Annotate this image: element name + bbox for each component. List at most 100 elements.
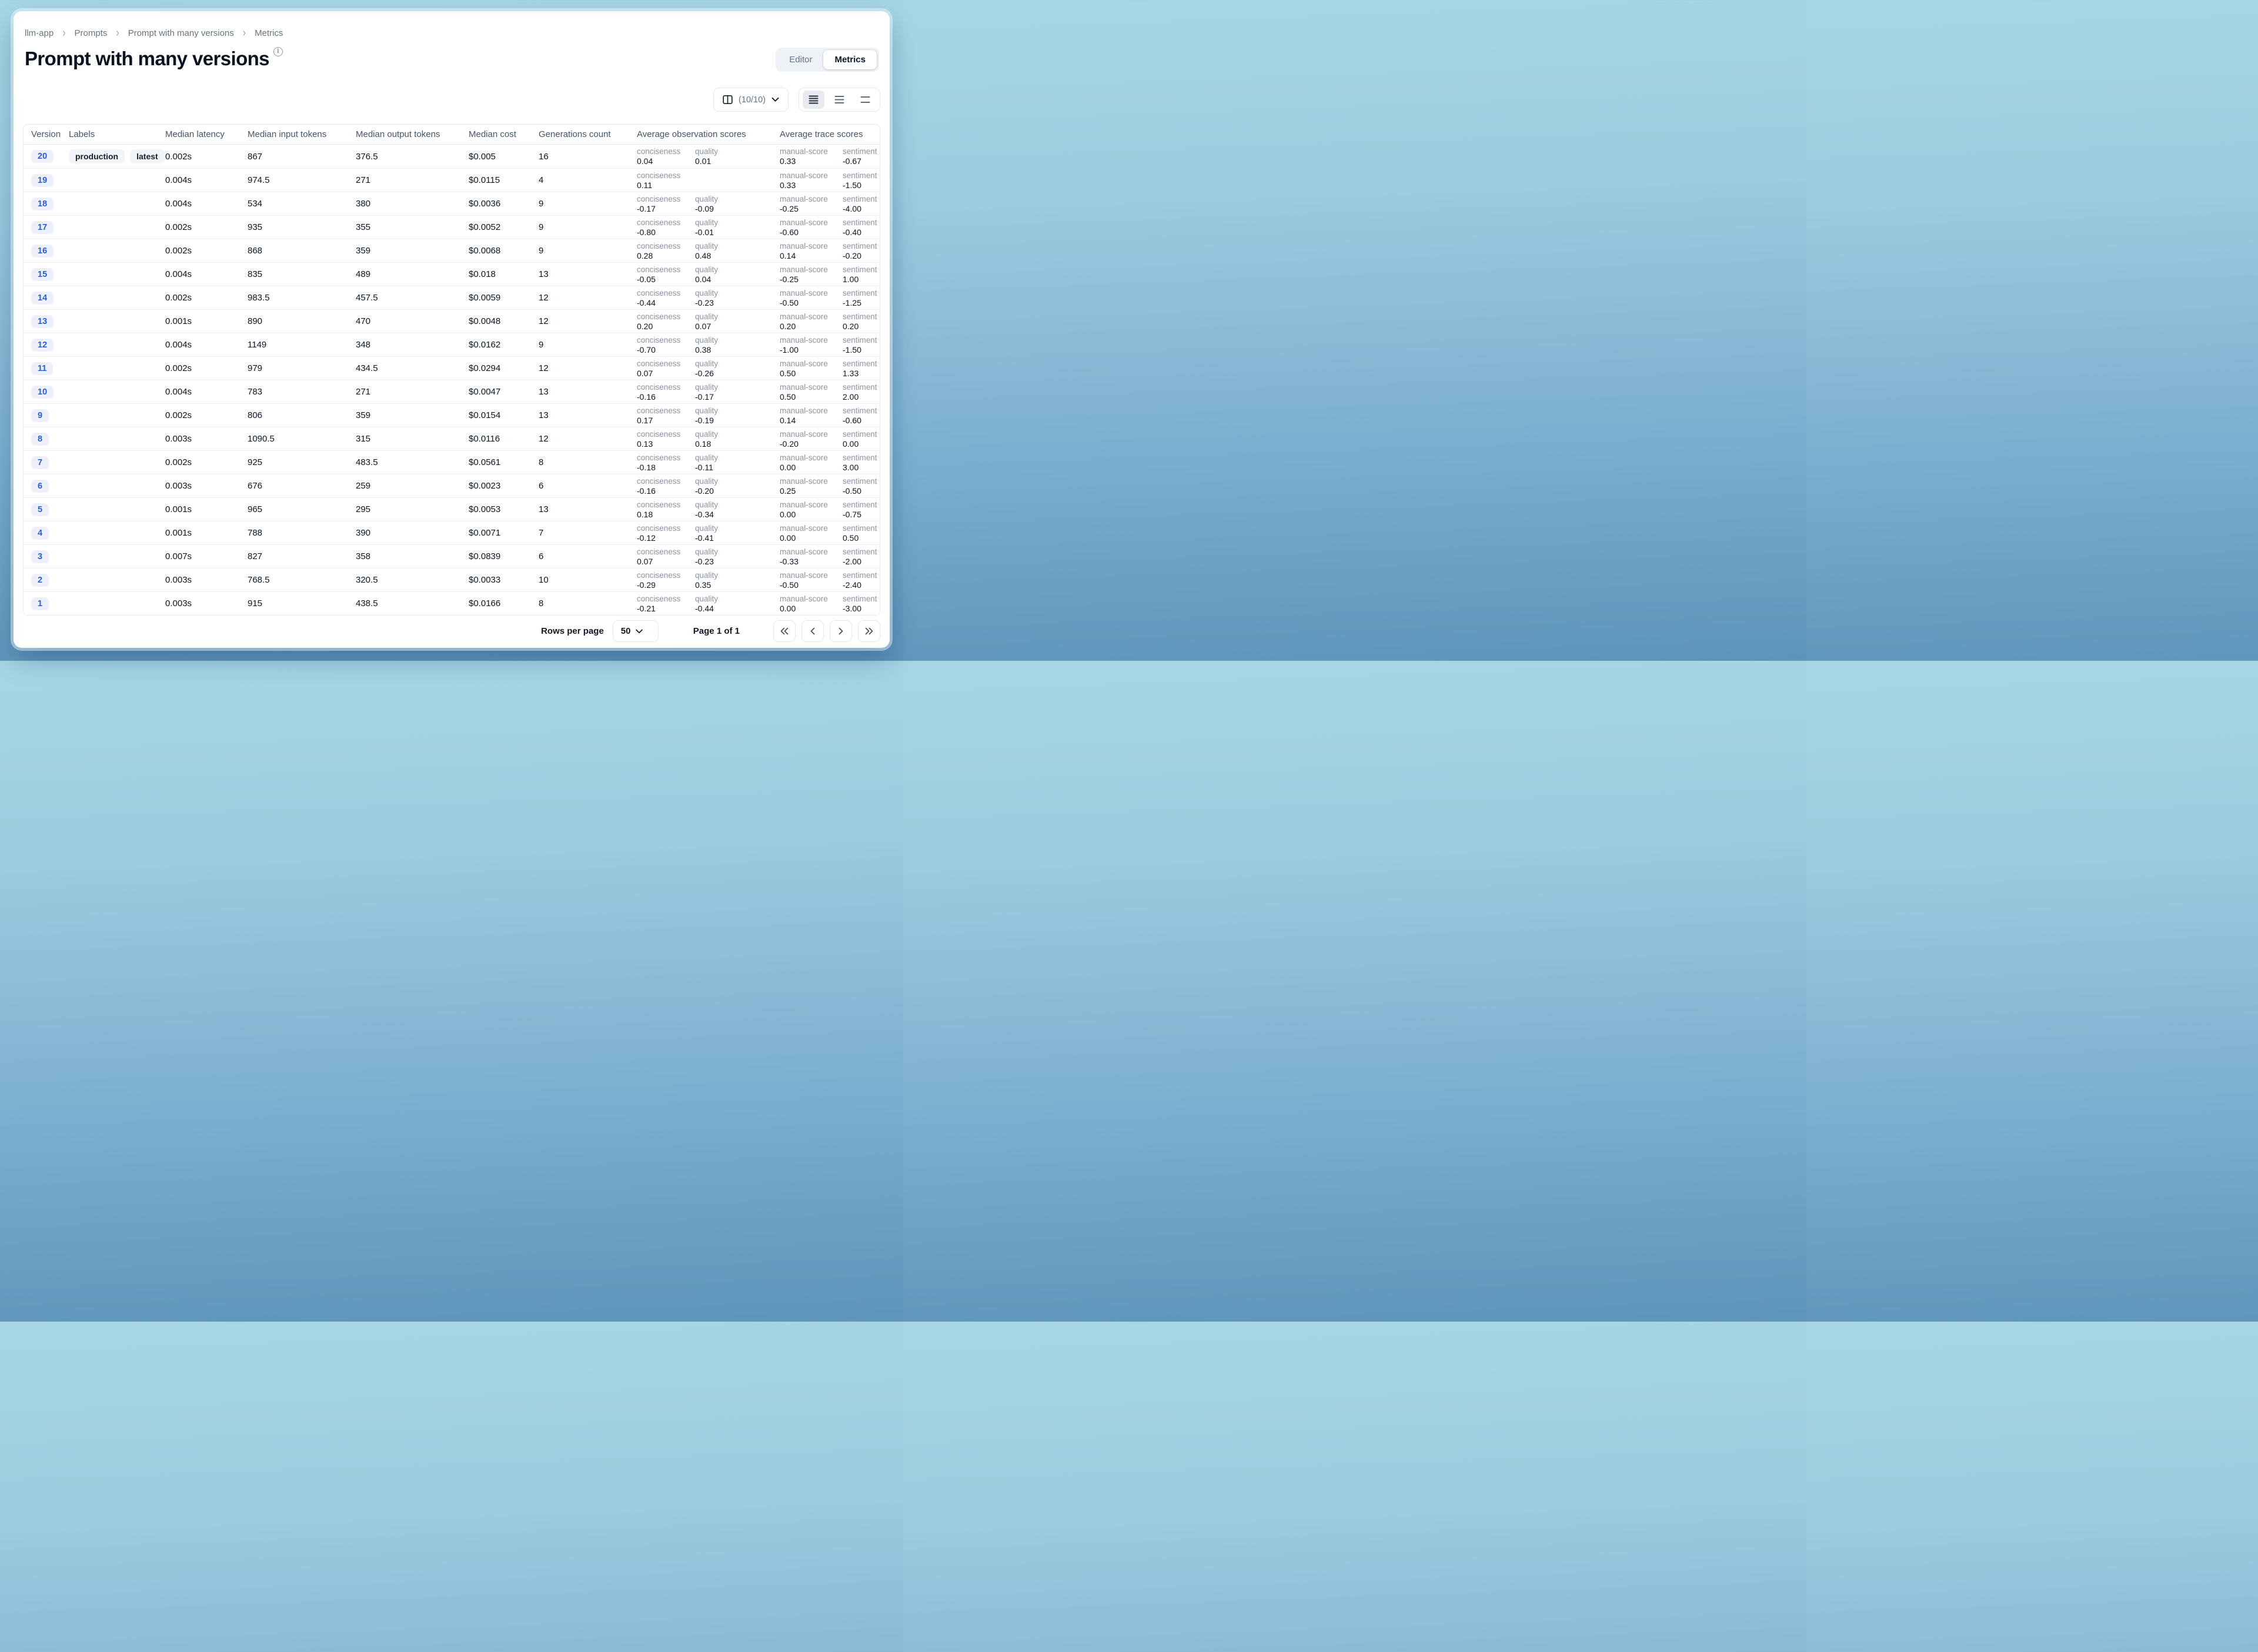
median-input-tokens-cell: 788: [248, 528, 263, 538]
version-badge[interactable]: 19: [31, 173, 54, 187]
column-header-version[interactable]: Version: [31, 129, 61, 139]
row-height-medium-button[interactable]: [829, 91, 850, 109]
median-latency-cell: 0.002s: [165, 293, 192, 303]
table-row[interactable]: 14 0.002s 983.5 457.5 $0.0059 12 concise…: [24, 286, 880, 309]
trace-scores-cell: manual-score -1.00 sentiment -1.50: [780, 333, 880, 356]
table-row[interactable]: 4 0.001s 788 390 $0.0071 7 conciseness -…: [24, 521, 880, 544]
sentiment-score: sentiment 1.33: [843, 359, 877, 378]
table-row[interactable]: 19 0.004s 974.5 271 $0.0115 4 concisenes…: [24, 168, 880, 192]
first-page-button[interactable]: [773, 620, 796, 642]
version-badge[interactable]: 3: [31, 550, 49, 563]
median-input-tokens-cell: 983.5: [248, 293, 270, 303]
row-height-tall-button[interactable]: [854, 91, 876, 109]
median-output-tokens-cell: 359: [356, 246, 371, 256]
quality-score: quality 0.07: [695, 312, 719, 331]
sentiment-score: sentiment -2.00: [843, 547, 877, 566]
version-badge[interactable]: 1: [31, 597, 49, 610]
table-row[interactable]: 15 0.004s 835 489 $0.018 13 conciseness …: [24, 262, 880, 286]
observation-scores-cell: conciseness 0.13 quality 0.18: [637, 427, 780, 450]
rows-per-page-select[interactable]: 50: [612, 620, 659, 642]
table-row[interactable]: 2 0.003s 768.5 320.5 $0.0033 10 concisen…: [24, 568, 880, 591]
last-page-button[interactable]: [858, 620, 880, 642]
next-page-button[interactable]: [830, 620, 852, 642]
version-badge[interactable]: 11: [31, 362, 54, 375]
row-height-toggle: [799, 88, 880, 112]
column-visibility-button[interactable]: (10/10): [713, 88, 789, 112]
version-badge[interactable]: 16: [31, 244, 54, 258]
median-input-tokens-cell: 1090.5: [248, 434, 275, 444]
manual-score: manual-score 0.50: [780, 383, 828, 402]
conciseness-score: conciseness -0.70: [637, 336, 681, 355]
column-header-median-latency[interactable]: Median latency: [165, 129, 225, 139]
column-header-median-input-tokens[interactable]: Median input tokens: [248, 129, 327, 139]
breadcrumb-item-project[interactable]: llm-app: [25, 28, 54, 38]
breadcrumb-item-metrics[interactable]: Metrics: [255, 28, 283, 38]
breadcrumb-item-prompts[interactable]: Prompts: [74, 28, 108, 38]
generations-count-cell: 12: [539, 293, 549, 303]
table-row[interactable]: 8 0.003s 1090.5 315 $0.0116 12 concisene…: [24, 427, 880, 450]
generations-count-cell: 13: [539, 269, 549, 279]
table-row[interactable]: 13 0.001s 890 470 $0.0048 12 conciseness…: [24, 309, 880, 333]
quality-score: quality 0.35: [695, 571, 719, 590]
column-header-avg-trace-scores[interactable]: Average trace scores: [780, 129, 863, 139]
version-badge[interactable]: 5: [31, 503, 49, 516]
trace-scores-cell: manual-score 0.20 sentiment 0.20: [780, 310, 880, 333]
median-output-tokens-cell: 320.5: [356, 575, 378, 585]
table-row[interactable]: 12 0.004s 1149 348 $0.0162 9 conciseness…: [24, 333, 880, 356]
median-latency-cell: 0.002s: [165, 410, 192, 420]
version-badge[interactable]: 17: [31, 220, 54, 234]
table-row[interactable]: 9 0.002s 806 359 $0.0154 13 conciseness …: [24, 403, 880, 427]
table-row[interactable]: 3 0.007s 827 358 $0.0839 6 conciseness 0…: [24, 544, 880, 568]
sentiment-score: sentiment -0.67: [843, 147, 877, 166]
median-output-tokens-cell: 390: [356, 528, 371, 538]
conciseness-score: conciseness -0.12: [637, 524, 681, 543]
quality-score: quality -0.01: [695, 218, 719, 237]
tab-metrics[interactable]: Metrics: [823, 50, 877, 69]
trace-scores-cell: manual-score -0.50 sentiment -2.40: [780, 568, 880, 591]
version-badge[interactable]: 9: [31, 409, 49, 422]
row-height-compact-button[interactable]: [803, 91, 824, 109]
table-row[interactable]: 10 0.004s 783 271 $0.0047 13 conciseness…: [24, 380, 880, 403]
version-badge[interactable]: 6: [31, 479, 49, 493]
table-row[interactable]: 5 0.001s 965 295 $0.0053 13 conciseness …: [24, 497, 880, 521]
column-header-avg-observation-scores[interactable]: Average observation scores: [637, 129, 746, 139]
version-badge[interactable]: 8: [31, 432, 49, 446]
column-header-labels[interactable]: Labels: [69, 129, 95, 139]
observation-scores-cell: conciseness -0.70 quality 0.38: [637, 333, 780, 356]
table-row[interactable]: 7 0.002s 925 483.5 $0.0561 8 conciseness…: [24, 450, 880, 474]
version-badge[interactable]: 4: [31, 526, 49, 540]
breadcrumb: llm-app › Prompts › Prompt with many ver…: [25, 11, 880, 39]
version-badge[interactable]: 15: [31, 267, 54, 281]
info-icon[interactable]: i: [273, 47, 283, 56]
sentiment-score: sentiment -0.40: [843, 218, 877, 237]
median-cost-cell: $0.005: [469, 151, 496, 162]
column-header-median-cost[interactable]: Median cost: [469, 129, 516, 139]
column-header-median-output-tokens[interactable]: Median output tokens: [356, 129, 440, 139]
table-row[interactable]: 18 0.004s 534 380 $0.0036 9 conciseness …: [24, 192, 880, 215]
version-badge[interactable]: 13: [31, 315, 54, 328]
table-row[interactable]: 1 0.003s 915 438.5 $0.0166 8 conciseness…: [24, 591, 880, 615]
median-cost-cell: $0.0047: [469, 387, 501, 397]
table-row[interactable]: 16 0.002s 868 359 $0.0068 9 conciseness …: [24, 239, 880, 262]
median-latency-cell: 0.003s: [165, 598, 192, 608]
version-badge[interactable]: 20: [31, 150, 54, 163]
table-row[interactable]: 17 0.002s 935 355 $0.0052 9 conciseness …: [24, 215, 880, 239]
breadcrumb-item-prompt[interactable]: Prompt with many versions: [128, 28, 234, 38]
version-badge[interactable]: 2: [31, 573, 49, 587]
version-badge[interactable]: 10: [31, 385, 54, 399]
table-row[interactable]: 11 0.002s 979 434.5 $0.0294 12 concisene…: [24, 356, 880, 380]
tab-editor[interactable]: Editor: [778, 50, 823, 69]
version-badge[interactable]: 18: [31, 197, 54, 210]
version-badge[interactable]: 14: [31, 291, 54, 305]
pagination: [773, 620, 880, 642]
median-cost-cell: $0.0048: [469, 316, 501, 326]
previous-page-button[interactable]: [801, 620, 824, 642]
version-badge[interactable]: 12: [31, 338, 54, 352]
median-output-tokens-cell: 359: [356, 410, 371, 420]
median-cost-cell: $0.0068: [469, 246, 501, 256]
version-badge[interactable]: 7: [31, 456, 49, 469]
table-row[interactable]: 20 production latest 0.002s 867 376.5 $0.…: [24, 145, 880, 168]
table-row[interactable]: 6 0.003s 676 259 $0.0023 6 conciseness -…: [24, 474, 880, 497]
manual-score: manual-score 0.33: [780, 147, 828, 166]
column-header-generations-count[interactable]: Generations count: [539, 129, 611, 139]
